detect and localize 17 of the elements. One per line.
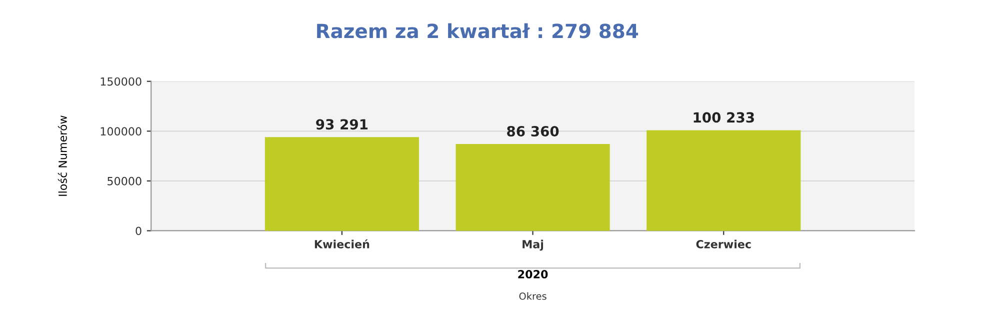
data-label: 93 291 bbox=[316, 119, 368, 130]
y-tick-label: 150000 bbox=[100, 77, 142, 86]
bar bbox=[646, 130, 801, 231]
bar bbox=[264, 137, 419, 231]
x-tick-label: Czerwiec bbox=[696, 240, 751, 248]
x-tick-label: Maj bbox=[522, 240, 544, 251]
y-tick-label: 50000 bbox=[108, 176, 142, 186]
text: 2020 bbox=[518, 270, 548, 278]
y-tick-label: 0 bbox=[136, 226, 142, 236]
x-tick-label: Kwiecień bbox=[314, 239, 370, 248]
y-tick-label: 100000 bbox=[100, 127, 142, 136]
data-label: 100 233 bbox=[694, 112, 754, 123]
data-label: 86 360 bbox=[507, 126, 559, 136]
bar bbox=[456, 144, 610, 231]
y-axis-title: Ilość Numerów bbox=[58, 116, 67, 196]
chart-title: Razem za 2 kwartał : 279 884 bbox=[317, 23, 638, 38]
x-axis-title: Okres bbox=[519, 292, 546, 300]
